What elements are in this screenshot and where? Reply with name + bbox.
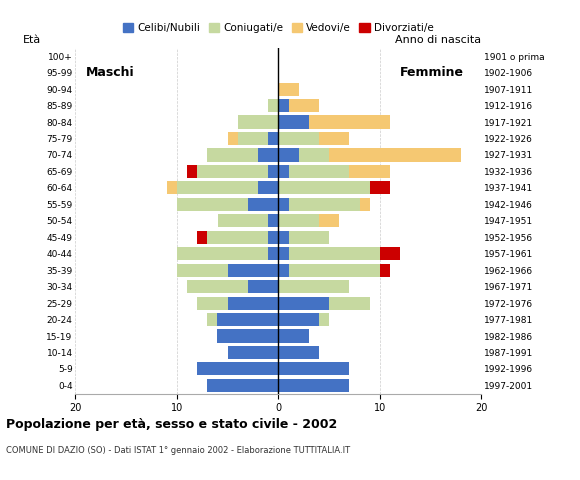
- Bar: [278, 280, 349, 293]
- Bar: [299, 148, 329, 162]
- Bar: [207, 148, 258, 162]
- Bar: [370, 181, 390, 194]
- Bar: [278, 165, 288, 178]
- Bar: [329, 297, 370, 310]
- Bar: [319, 214, 339, 228]
- Bar: [329, 148, 461, 162]
- Text: Anno di nascita: Anno di nascita: [396, 35, 481, 45]
- Bar: [207, 379, 278, 392]
- Bar: [278, 231, 288, 244]
- Bar: [278, 198, 288, 211]
- Bar: [288, 247, 380, 260]
- Bar: [227, 297, 278, 310]
- Bar: [197, 231, 207, 244]
- Bar: [177, 198, 248, 211]
- Bar: [218, 214, 268, 228]
- Bar: [278, 247, 288, 260]
- Bar: [268, 132, 278, 145]
- Bar: [278, 116, 309, 129]
- Bar: [278, 99, 288, 112]
- Bar: [278, 297, 329, 310]
- Bar: [268, 165, 278, 178]
- Text: Popolazione per età, sesso e stato civile - 2002: Popolazione per età, sesso e stato civil…: [6, 418, 337, 431]
- Bar: [268, 214, 278, 228]
- Bar: [278, 264, 288, 277]
- Bar: [177, 247, 268, 260]
- Bar: [288, 165, 349, 178]
- Bar: [278, 214, 319, 228]
- Bar: [268, 99, 278, 112]
- Bar: [380, 264, 390, 277]
- Bar: [197, 297, 227, 310]
- Bar: [258, 148, 278, 162]
- Bar: [349, 165, 390, 178]
- Bar: [319, 313, 329, 326]
- Bar: [268, 231, 278, 244]
- Bar: [288, 264, 380, 277]
- Bar: [278, 362, 349, 375]
- Bar: [166, 181, 177, 194]
- Text: Femmine: Femmine: [400, 66, 464, 79]
- Bar: [197, 362, 278, 375]
- Bar: [227, 346, 278, 359]
- Bar: [187, 280, 248, 293]
- Bar: [197, 165, 268, 178]
- Bar: [248, 198, 278, 211]
- Bar: [278, 83, 299, 96]
- Text: Età: Età: [23, 35, 41, 45]
- Bar: [227, 264, 278, 277]
- Bar: [319, 132, 349, 145]
- Bar: [218, 313, 278, 326]
- Bar: [218, 329, 278, 343]
- Bar: [278, 148, 299, 162]
- Bar: [177, 181, 258, 194]
- Bar: [268, 247, 278, 260]
- Bar: [278, 379, 349, 392]
- Bar: [278, 329, 309, 343]
- Bar: [177, 264, 227, 277]
- Bar: [278, 132, 319, 145]
- Bar: [288, 231, 329, 244]
- Bar: [278, 313, 319, 326]
- Bar: [258, 181, 278, 194]
- Bar: [380, 247, 400, 260]
- Bar: [288, 198, 360, 211]
- Bar: [248, 280, 278, 293]
- Bar: [207, 313, 218, 326]
- Bar: [227, 132, 238, 145]
- Bar: [208, 231, 268, 244]
- Bar: [238, 116, 278, 129]
- Bar: [187, 165, 197, 178]
- Legend: Celibi/Nubili, Coniugati/e, Vedovi/e, Divorziati/e: Celibi/Nubili, Coniugati/e, Vedovi/e, Di…: [119, 19, 438, 37]
- Bar: [309, 116, 390, 129]
- Bar: [360, 198, 369, 211]
- Bar: [238, 132, 268, 145]
- Bar: [278, 181, 370, 194]
- Bar: [288, 99, 319, 112]
- Bar: [278, 346, 319, 359]
- Text: COMUNE DI DAZIO (SO) - Dati ISTAT 1° gennaio 2002 - Elaborazione TUTTITALIA.IT: COMUNE DI DAZIO (SO) - Dati ISTAT 1° gen…: [6, 446, 350, 456]
- Text: Maschi: Maschi: [85, 66, 134, 79]
